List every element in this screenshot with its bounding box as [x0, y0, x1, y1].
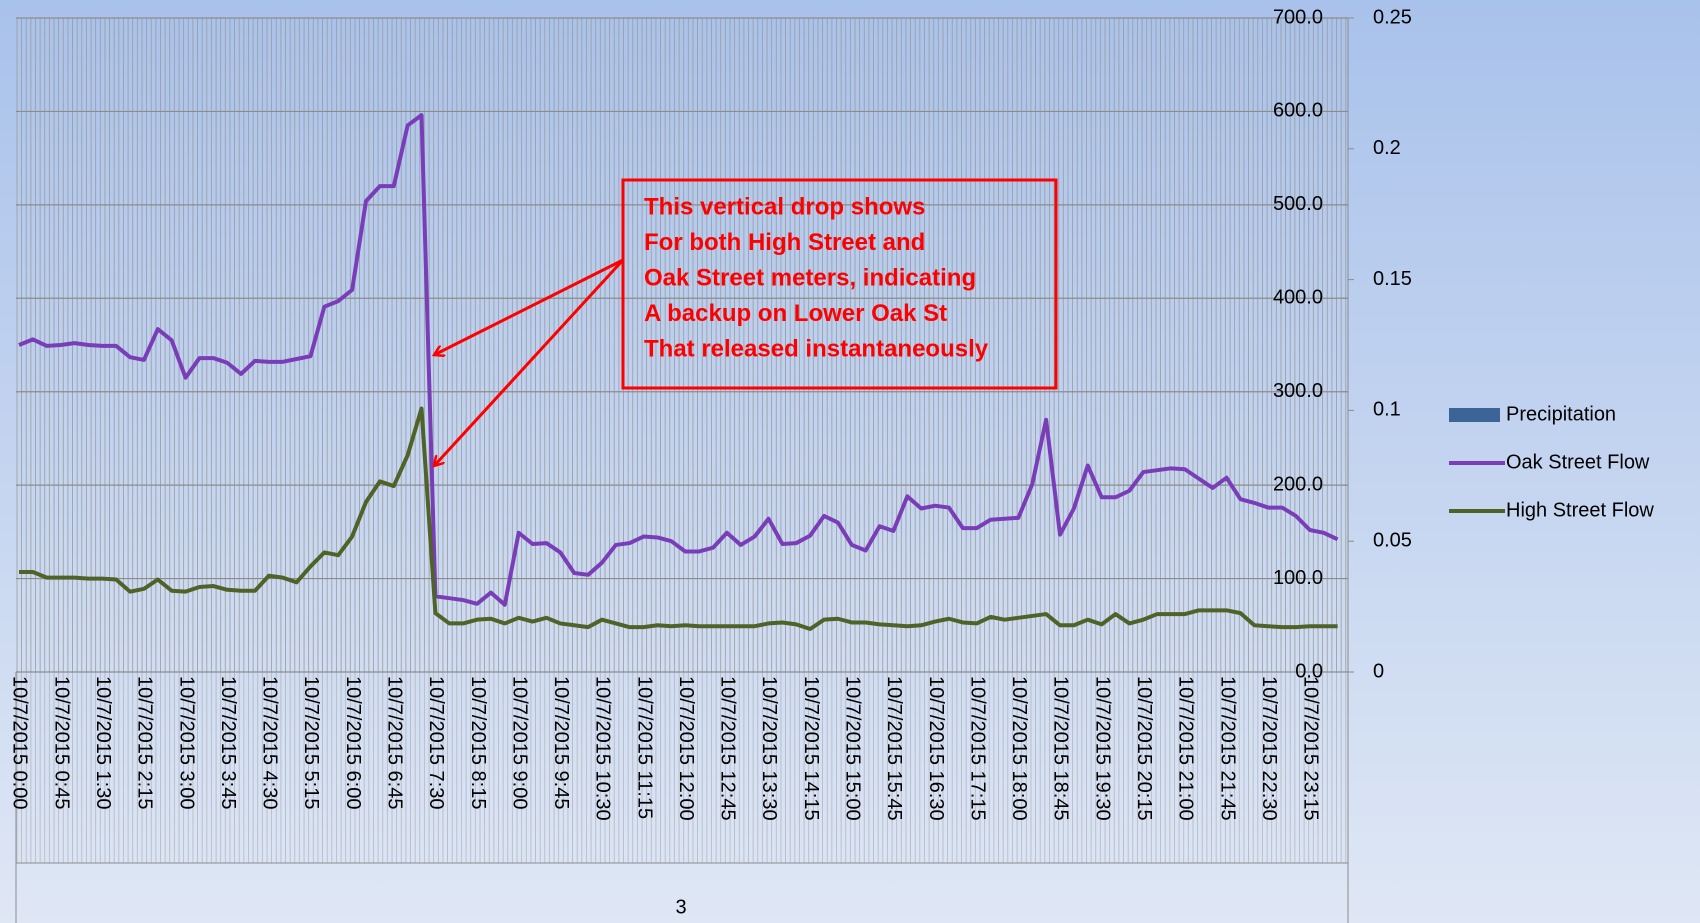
legend-swatch — [1449, 408, 1500, 422]
legend-label: High Street Flow — [1506, 499, 1654, 521]
y-tick-label: 300.0 — [1273, 380, 1323, 402]
line — [18, 113, 1339, 607]
x-tick-label: 10/7/2015 19:30 — [1091, 676, 1113, 821]
annotation: Oak Street meters, indicating — [644, 264, 976, 291]
x-tick-label: 10/7/2015 12:00 — [675, 676, 697, 821]
x-tick-label: 10/7/2015 5:15 — [300, 676, 322, 809]
x-tick-label: 10/7/2015 18:45 — [1050, 676, 1072, 821]
annotation: That released instantaneously — [644, 335, 989, 362]
y2-tick-label: 0.15 — [1373, 268, 1412, 290]
x-tick-label: 10/7/2015 13:30 — [758, 676, 780, 821]
labels: 0.0 100.0 200.0 300.0 400.0 500.0 600.0 700.0 0 0… — [9, 6, 1655, 820]
x-tick-label: 10/7/2015 1:30 — [92, 676, 114, 809]
x-tick-label: 10/7/2015 0:45 — [50, 676, 72, 809]
marks — [18, 113, 1339, 632]
plot-hatch — [16, 18, 1348, 672]
annotation: This vertical drop shows — [644, 193, 925, 220]
arrow — [434, 258, 624, 355]
x-tick-label: 10/7/2015 6:45 — [383, 676, 405, 809]
x-tick-label: 10/7/2015 17:15 — [966, 676, 988, 821]
annotation-box — [621, 178, 1058, 390]
x-tick-label: 10/7/2015 18:00 — [1008, 676, 1030, 821]
x-tick-label: 10/7/2015 21:00 — [1175, 676, 1197, 821]
legend-label: Precipitation — [1506, 403, 1616, 425]
x-tick-label: 10/7/2015 2:15 — [134, 676, 156, 809]
x-tick-label: 10/7/2015 12:45 — [717, 676, 739, 821]
annotation: A backup on Lower Oak St — [644, 300, 947, 327]
x-tick-label: 10/7/2015 3:00 — [175, 676, 197, 809]
x-tick-label: 10/7/2015 21:45 — [1216, 676, 1238, 821]
y-tick-label: 500.0 — [1273, 193, 1323, 215]
x-tick-label: 10/7/2015 22:30 — [1258, 676, 1280, 821]
x-tick-label: 10/7/2015 11:15 — [633, 676, 655, 819]
y2-tick-label: 0.25 — [1373, 6, 1412, 28]
x-tick-label: 10/7/2015 9:00 — [508, 676, 530, 809]
x-tick-label: 10/7/2015 8:15 — [467, 676, 489, 809]
x-tick-label: 10/7/2015 23:15 — [1300, 676, 1322, 821]
x-tick-label: 10/7/2015 10:30 — [592, 676, 614, 821]
x-tick-label: 10/7/2015 6:00 — [342, 676, 364, 809]
x-tick-label: 10/7/2015 9:45 — [550, 676, 572, 809]
y-tick-label: 600.0 — [1273, 100, 1323, 122]
x-tick-label: 10/7/2015 15:00 — [842, 676, 864, 821]
x-tick-label: 10/7/2015 3:45 — [217, 676, 239, 809]
y-tick-label: 0.0 — [1295, 660, 1323, 682]
label-hatch — [16, 672, 1348, 863]
line — [19, 406, 1338, 632]
grid — [16, 17, 1354, 673]
y-tick-label: 700.0 — [1273, 6, 1323, 28]
y-tick-label: 100.0 — [1273, 567, 1323, 589]
legend-label: Oak Street Flow — [1506, 451, 1650, 473]
y2-tick-label: 0 — [1373, 660, 1384, 682]
x-tick-label: 10/7/2015 0:00 — [9, 676, 31, 809]
x-tick-label: 10/7/2015 7:30 — [425, 676, 447, 809]
y2-tick-label: 0.2 — [1373, 137, 1401, 159]
x-tick-label: 10/7/2015 20:15 — [1133, 676, 1155, 821]
x-tick-label: 10/7/2015 15:45 — [883, 676, 905, 821]
y-tick-label: 400.0 — [1273, 287, 1323, 309]
y-tick-label: 200.0 — [1273, 473, 1323, 495]
x-tick-label: 10/7/2015 16:30 — [925, 676, 947, 821]
arrow — [434, 258, 625, 466]
annotation: For both High Street and — [644, 229, 925, 256]
group-label: 3 — [675, 896, 686, 918]
y2-tick-label: 0.1 — [1373, 399, 1401, 421]
x-tick-label: 10/7/2015 4:30 — [259, 676, 281, 809]
y2-tick-label: 0.05 — [1373, 529, 1412, 551]
x-tick-label: 10/7/2015 14:15 — [800, 676, 822, 821]
